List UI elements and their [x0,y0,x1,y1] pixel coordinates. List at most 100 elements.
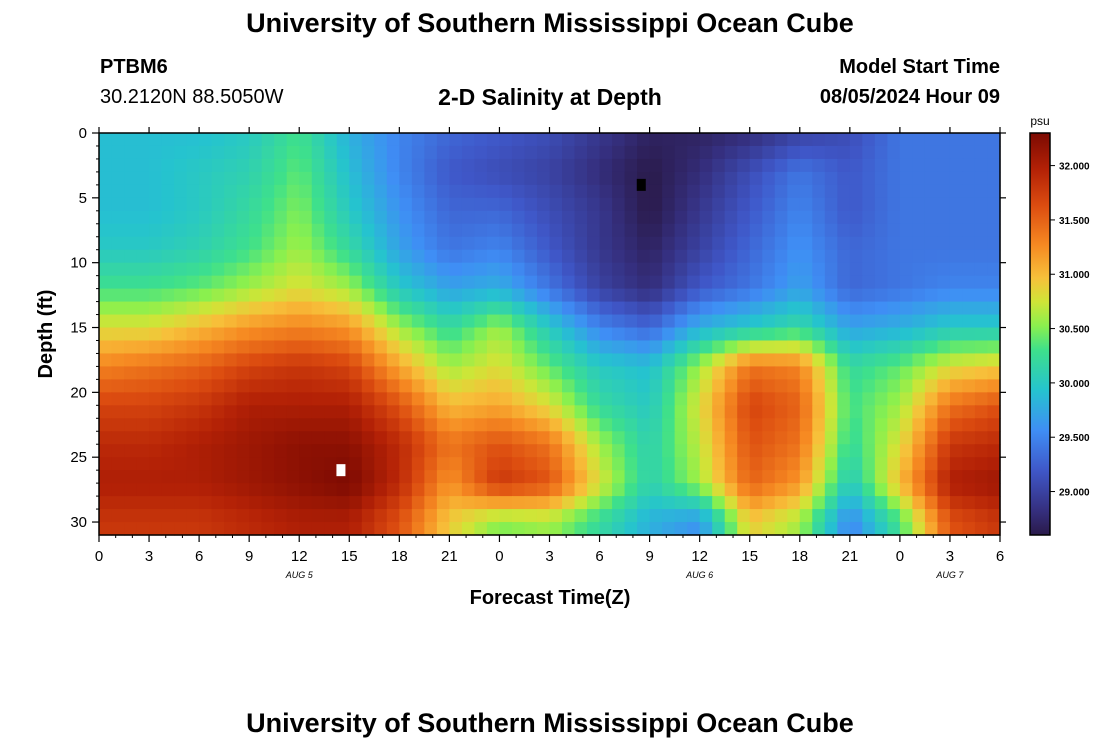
heatmap-cell [549,249,563,264]
heatmap-cell [236,522,250,536]
heatmap-cell [186,405,200,419]
heatmap-cell [424,340,438,355]
heatmap-cell [899,509,913,523]
heatmap-cell [449,133,463,147]
heatmap-cell [824,366,838,380]
heatmap-cell [649,522,663,536]
heatmap-cell [136,275,150,290]
heatmap-cell [111,184,125,199]
heatmap-cell [724,470,738,484]
heatmap-cell [587,327,601,342]
heatmap-cell [724,457,738,471]
heatmap-cell [199,184,213,199]
heatmap-cell [787,496,801,510]
heatmap-cell [849,158,863,173]
heatmap-cell [461,236,476,251]
heatmap-cell [912,470,926,484]
heatmap-cell [211,470,225,484]
heatmap-cell [524,262,538,277]
heatmap-cell [211,418,225,432]
heatmap-cell [837,158,851,173]
heatmap-cell [737,522,751,536]
heatmap-cell [274,379,288,393]
heatmap-cell [99,457,113,471]
heatmap-cell [862,327,876,342]
heatmap-cell [937,275,951,290]
heatmap-cell [124,275,138,290]
heatmap-cell [774,184,788,199]
heatmap-cell [111,249,125,264]
heatmap-cell [424,470,438,484]
heatmap-cell [299,457,313,471]
heatmap-cell [737,379,751,393]
heatmap-cell [699,405,713,419]
heatmap-cell [349,418,363,432]
heatmap-cell [524,457,538,471]
heatmap-cell [149,392,163,406]
heatmap-cell [662,236,676,251]
heatmap-cell [511,470,526,484]
heatmap-cell [574,262,588,277]
heatmap-cell [887,522,901,536]
heatmap-cell [161,145,175,160]
heatmap-cell [174,210,188,225]
heatmap-cell [712,314,726,329]
heatmap-cell [336,353,350,368]
heatmap-cell [637,379,651,393]
heatmap-cell [824,457,838,471]
heatmap-cell [436,314,450,329]
heatmap-cell [874,418,888,432]
heatmap-cell [874,197,888,212]
heatmap-cell [211,444,225,458]
heatmap-cell [286,418,300,432]
heatmap-cell [486,158,501,173]
x-tick-label: 0 [495,548,503,565]
heatmap-cell [787,392,801,406]
heatmap-cell [224,262,238,277]
heatmap-cell [161,405,175,419]
heatmap-cell [974,223,989,238]
heatmap-cell [349,496,363,510]
heatmap-cell [224,483,238,497]
heatmap-cell [536,483,551,497]
heatmap-cell [274,366,288,380]
heatmap-cell [311,145,325,160]
heatmap-cell [174,418,188,432]
heatmap-cell [274,392,288,406]
heatmap-cell [299,366,313,380]
heatmap-cell [149,405,163,419]
heatmap-cell [712,223,726,238]
heatmap-cell [849,133,863,147]
heatmap-cell [449,496,463,510]
heatmap-cell [812,340,826,355]
heatmap-cell [574,327,588,342]
heatmap-cell [499,392,513,406]
heatmap-cell [674,496,688,510]
heatmap-cell [261,405,275,419]
page-title: University of Southern Mississippi Ocean… [246,8,854,38]
heatmap-cell [524,340,538,355]
heatmap-cell [762,314,776,329]
heatmap-cell [624,275,638,290]
heatmap-cell [111,418,125,432]
heatmap-cell [511,158,526,173]
heatmap-cell [449,158,463,173]
heatmap-cell [249,197,263,212]
heatmap-cell [386,262,400,277]
heatmap-cell [211,379,225,393]
heatmap-cell [812,509,826,523]
heatmap-cell [111,496,125,510]
heatmap-cell [987,301,1001,316]
heatmap-cell [136,262,150,277]
heatmap-cell [174,522,188,536]
heatmap-cell [949,262,964,277]
heatmap-cell [99,496,113,510]
heatmap-cell [361,288,375,303]
heatmap-cell [699,444,713,458]
heatmap-cell [562,133,576,147]
heatmap-cell [211,522,225,536]
heatmap-cell [862,457,876,471]
heatmap-cell [311,392,325,406]
heatmap-cell [311,353,325,368]
heatmap-cell [249,262,263,277]
